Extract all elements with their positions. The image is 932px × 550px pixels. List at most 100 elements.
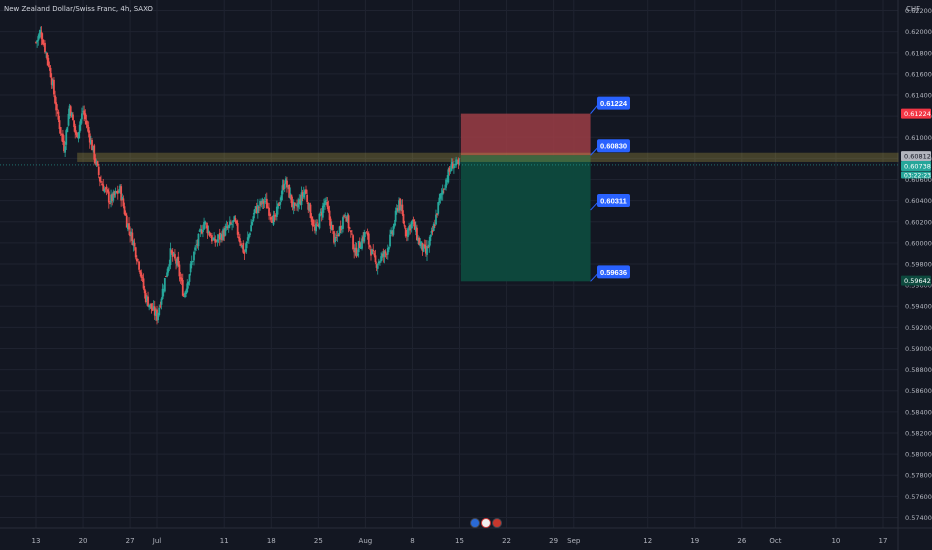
candle-body xyxy=(199,228,202,232)
price-callouts[interactable]: 0.61224 0.60830 0.60311 0.59636 xyxy=(590,96,630,282)
candle-body xyxy=(234,218,237,222)
flag-icon[interactable] xyxy=(470,518,480,528)
candle-body xyxy=(57,111,60,120)
candle-body xyxy=(172,253,175,256)
candle-body xyxy=(82,111,84,113)
candle-body xyxy=(337,234,340,236)
candle-body xyxy=(414,226,417,232)
candle-body xyxy=(252,216,255,221)
candle-body xyxy=(433,225,436,227)
candle-body xyxy=(325,199,328,201)
candle-body xyxy=(163,278,166,292)
price-tick-label: 0.58800 xyxy=(905,366,932,374)
candle-body xyxy=(284,178,287,184)
candle-body xyxy=(243,251,246,254)
candle-body xyxy=(236,223,239,235)
candle-body xyxy=(275,206,278,217)
candle-body xyxy=(78,124,81,133)
candle-body xyxy=(344,215,347,217)
candle-body xyxy=(269,213,272,216)
candle-body xyxy=(363,232,366,242)
candle-body xyxy=(458,162,461,164)
price-marker-label: 0.61224 xyxy=(904,110,931,118)
candle-body xyxy=(429,235,432,241)
candle-body xyxy=(152,306,155,310)
candle-body xyxy=(224,227,227,236)
candle-body xyxy=(317,224,320,227)
price-tick-label: 0.57400 xyxy=(905,514,932,522)
candle-body xyxy=(438,197,441,203)
resistance-band[interactable] xyxy=(0,152,899,166)
candle-body xyxy=(282,184,285,189)
candle-body xyxy=(225,225,228,228)
callout-label: 0.59636 xyxy=(600,268,627,277)
candle-body xyxy=(239,238,241,243)
candle-body xyxy=(384,251,387,254)
time-tick-label: 27 xyxy=(126,537,135,545)
candle-body xyxy=(247,234,250,239)
candle-body xyxy=(76,133,79,138)
candle-body xyxy=(353,250,356,253)
target-icon[interactable] xyxy=(481,518,491,528)
candle-body xyxy=(165,275,167,277)
candle-body xyxy=(274,214,277,217)
candle-body xyxy=(182,295,185,297)
candle-body xyxy=(293,202,296,206)
candle-body xyxy=(396,208,399,211)
candle-body xyxy=(216,239,219,242)
take-profit-zone xyxy=(460,155,591,282)
candle-body xyxy=(226,227,229,229)
price-tick-label: 0.61400 xyxy=(905,92,932,100)
candle-body xyxy=(388,247,390,250)
candle-body xyxy=(348,227,351,229)
candle-body xyxy=(449,170,452,172)
candle-body xyxy=(84,113,87,120)
candle-body xyxy=(421,243,424,252)
candle-body xyxy=(227,225,230,228)
candle-body xyxy=(385,254,388,255)
candle-body xyxy=(355,247,358,257)
candle-body xyxy=(103,188,106,192)
candle-body xyxy=(445,179,447,188)
candle-body xyxy=(67,113,70,126)
candle-body xyxy=(365,232,368,234)
candle-body xyxy=(408,226,410,231)
position-zones[interactable] xyxy=(460,113,591,282)
time-axis[interactable]: 13 20 27 Jul 11 18 25 Aug 8 15 22 29 Sep 12 19 26 Oct 10 1… xyxy=(32,537,888,545)
candle-body xyxy=(349,230,352,233)
candle-body xyxy=(85,120,88,125)
candle-body xyxy=(392,226,395,235)
time-tick-label: 26 xyxy=(737,537,746,545)
candle-body xyxy=(35,41,37,43)
candle-body xyxy=(169,248,172,266)
candle-body xyxy=(249,233,251,236)
candle-body xyxy=(319,211,322,214)
candle-body xyxy=(345,216,348,222)
candle-body xyxy=(373,253,376,256)
price-axis[interactable]: 0.62200 0.62000 0.61800 0.61600 0.61400 0.612… xyxy=(901,7,932,522)
candle-body xyxy=(422,244,425,252)
price-marker-label: 0.60812 xyxy=(904,153,931,161)
candle-body xyxy=(41,39,44,45)
candle-body xyxy=(283,183,286,189)
candle-body xyxy=(104,188,107,190)
candle-body xyxy=(237,236,240,239)
candle-body xyxy=(258,206,260,208)
time-tick-label: 15 xyxy=(455,537,464,545)
broker-icon[interactable] xyxy=(492,518,502,528)
candle-body xyxy=(170,250,173,253)
candle-body xyxy=(142,278,145,289)
candle-body xyxy=(407,228,409,237)
candle-body xyxy=(374,255,377,263)
stop-loss-zone xyxy=(460,113,591,156)
candle-body xyxy=(115,191,118,193)
candle-body xyxy=(260,202,263,205)
candle-body xyxy=(120,186,123,201)
candle-body xyxy=(131,232,134,245)
candle-body xyxy=(69,106,72,116)
candle-body xyxy=(178,264,181,277)
candle-body xyxy=(214,239,217,243)
candle-body xyxy=(446,180,449,182)
candle-body xyxy=(280,195,283,201)
